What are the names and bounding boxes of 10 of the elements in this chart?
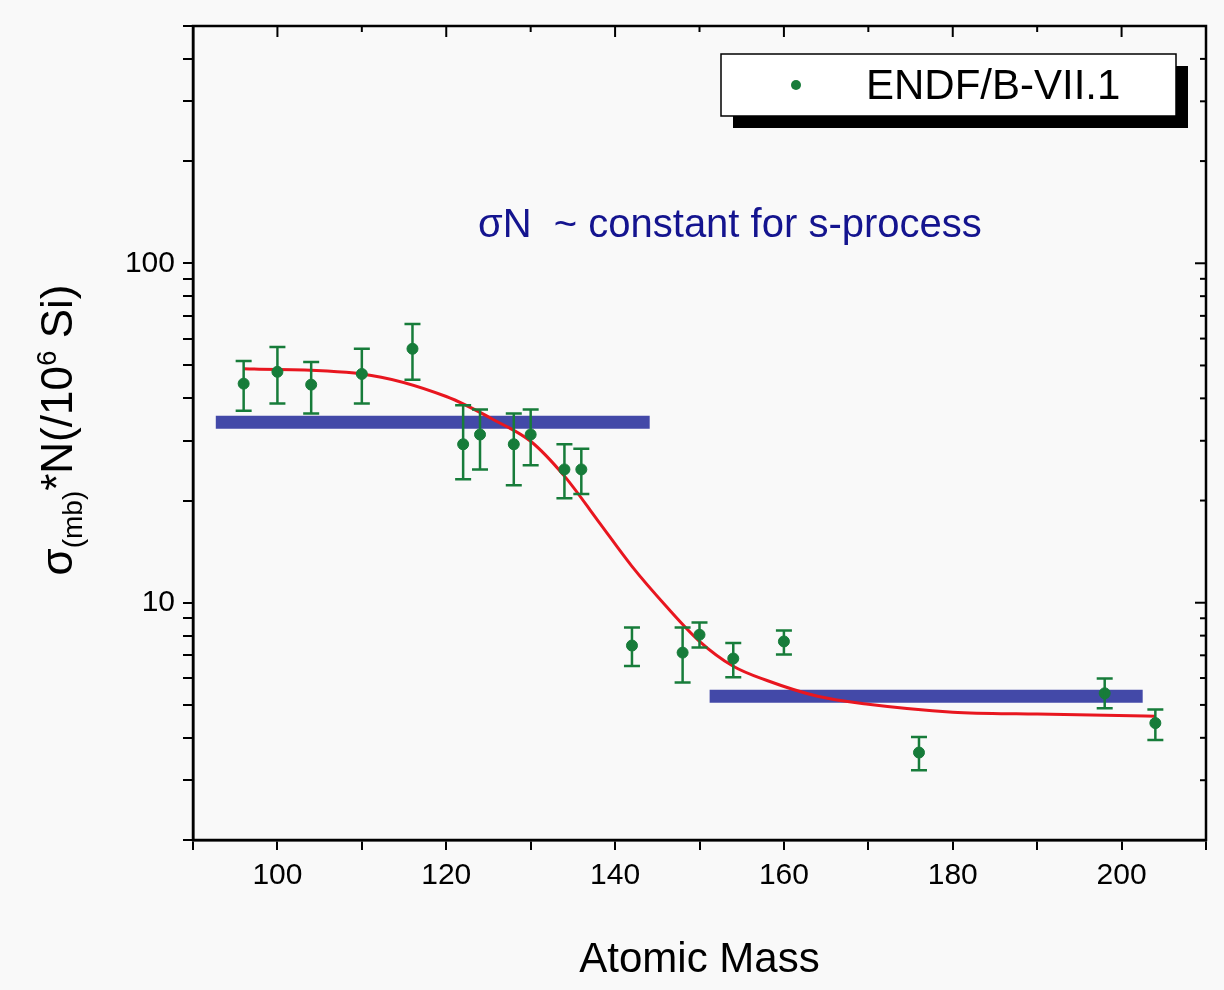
x-axis-title: Atomic Mass	[579, 934, 820, 982]
x-tick-label: 200	[1096, 857, 1147, 891]
annotation: σN ~ constant for s-process	[478, 201, 982, 246]
y-tick-label: 10	[141, 583, 175, 617]
x-tick-label: 180	[927, 857, 978, 891]
x-tick-label: 120	[421, 857, 472, 891]
legend-label: ENDF/B-VII.1	[866, 60, 1121, 108]
x-tick-label: 100	[252, 857, 303, 891]
x-tick-label: 140	[590, 857, 641, 891]
x-tick-label: 160	[758, 857, 809, 891]
